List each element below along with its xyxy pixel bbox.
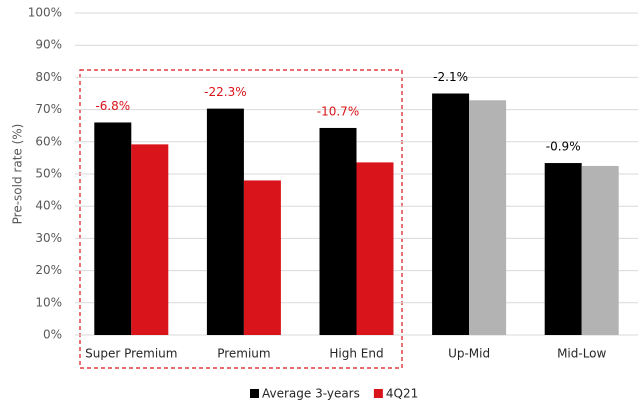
annotation: -0.9% — [546, 140, 581, 154]
annotation: -2.1% — [433, 70, 468, 84]
bar — [544, 163, 582, 335]
y-tick-label: 90% — [35, 38, 62, 52]
legend-swatch — [250, 389, 259, 398]
annotation: -6.8% — [95, 99, 130, 113]
highlight-box — [79, 69, 403, 369]
y-axis-title: Pre-sold rate (%) — [11, 124, 25, 225]
y-tick-label: 80% — [35, 70, 62, 84]
bar — [206, 108, 244, 335]
y-tick-label: 50% — [35, 167, 62, 181]
x-tick-label: Premium — [217, 347, 270, 361]
y-tick-label: 70% — [35, 102, 62, 116]
x-tick-label: High End — [329, 347, 383, 361]
bar — [94, 122, 132, 335]
bar — [469, 100, 507, 336]
x-tick-label: Mid-Low — [557, 347, 606, 361]
annotation: -10.7% — [317, 104, 359, 118]
y-tick-label: 60% — [35, 134, 62, 148]
x-tick-label: Super Premium — [85, 347, 177, 361]
y-tick-label: 40% — [35, 199, 62, 213]
bar — [243, 180, 281, 335]
bar — [432, 93, 470, 335]
y-tick-label: 10% — [35, 295, 62, 309]
legend-label: 4Q21 — [386, 387, 418, 401]
legend-swatch — [373, 389, 383, 398]
bar — [581, 165, 619, 335]
bar — [319, 127, 357, 335]
y-tick-label: 20% — [35, 263, 62, 277]
legend-label: Average 3-years — [262, 387, 360, 401]
x-tick-label: Up-Mid — [448, 347, 490, 361]
y-tick-label: 0% — [43, 328, 62, 342]
bar — [131, 144, 169, 335]
bar — [356, 162, 394, 335]
y-tick-label: 100% — [28, 6, 62, 20]
y-tick-label: 30% — [35, 231, 62, 245]
annotation: -22.3% — [204, 85, 246, 99]
